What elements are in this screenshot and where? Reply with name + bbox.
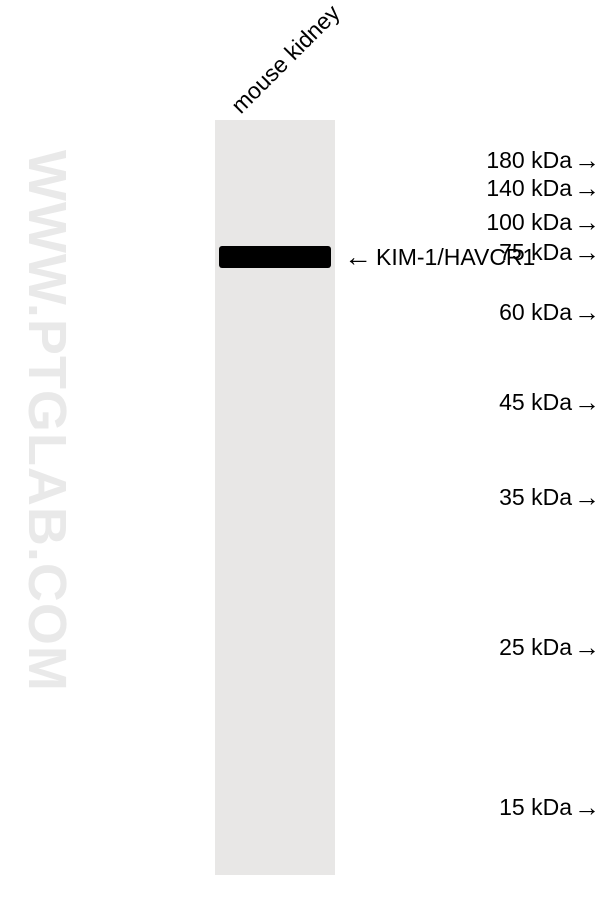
arrow-right-icon: → <box>574 173 600 204</box>
arrow-right-icon: → <box>574 297 600 328</box>
blot-lane <box>215 120 335 875</box>
arrow-right-icon: → <box>574 792 600 823</box>
watermark-text: WWW.PTGLAB.COM <box>16 150 78 692</box>
marker-label: 15 kDa <box>499 794 572 821</box>
marker-label: 140 kDa <box>486 175 572 202</box>
marker-label: 35 kDa <box>499 484 572 511</box>
marker-row: 45 kDa→ <box>391 389 600 415</box>
marker-row: 35 kDa→ <box>391 484 600 510</box>
arrow-right-icon: → <box>574 145 600 176</box>
marker-row: 60 kDa→ <box>391 299 600 325</box>
marker-label: 45 kDa <box>499 389 572 416</box>
marker-label: 60 kDa <box>499 299 572 326</box>
arrow-right-icon: → <box>574 387 600 418</box>
target-label: KIM-1/HAVCR1 <box>376 244 535 271</box>
marker-row: 180 kDa→ <box>391 147 600 173</box>
arrow-right-icon: → <box>574 207 600 238</box>
marker-label: 180 kDa <box>486 147 572 174</box>
arrow-left-icon: ← <box>344 241 372 273</box>
protein-band <box>219 246 331 268</box>
marker-row: 140 kDa→ <box>391 175 600 201</box>
arrow-right-icon: → <box>574 237 600 268</box>
arrow-right-icon: → <box>574 482 600 513</box>
marker-row: 25 kDa→ <box>391 634 600 660</box>
sample-label: mouse kidney <box>226 0 345 119</box>
blot-figure: WWW.PTGLAB.COM mouse kidney 180 kDa→140 … <box>0 0 600 903</box>
arrow-right-icon: → <box>574 632 600 663</box>
marker-row: 15 kDa→ <box>391 794 600 820</box>
target-annotation: ← KIM-1/HAVCR1 <box>344 243 535 271</box>
marker-label: 25 kDa <box>499 634 572 661</box>
marker-label: 100 kDa <box>486 209 572 236</box>
marker-row: 100 kDa→ <box>391 209 600 235</box>
